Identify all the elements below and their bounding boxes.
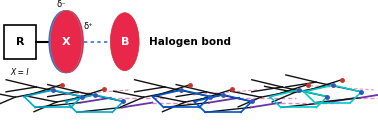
FancyBboxPatch shape (4, 25, 36, 59)
Ellipse shape (52, 10, 84, 73)
Text: δ⁻: δ⁻ (57, 0, 66, 9)
Text: B: B (121, 37, 129, 47)
Ellipse shape (110, 13, 139, 71)
Ellipse shape (50, 10, 82, 73)
Text: X: X (62, 37, 70, 47)
Text: Halogen bond: Halogen bond (149, 37, 231, 47)
Text: R: R (15, 37, 24, 47)
Ellipse shape (50, 10, 82, 73)
Text: X = I: X = I (11, 68, 29, 77)
Ellipse shape (48, 10, 80, 73)
Text: δ⁺: δ⁺ (84, 21, 93, 31)
